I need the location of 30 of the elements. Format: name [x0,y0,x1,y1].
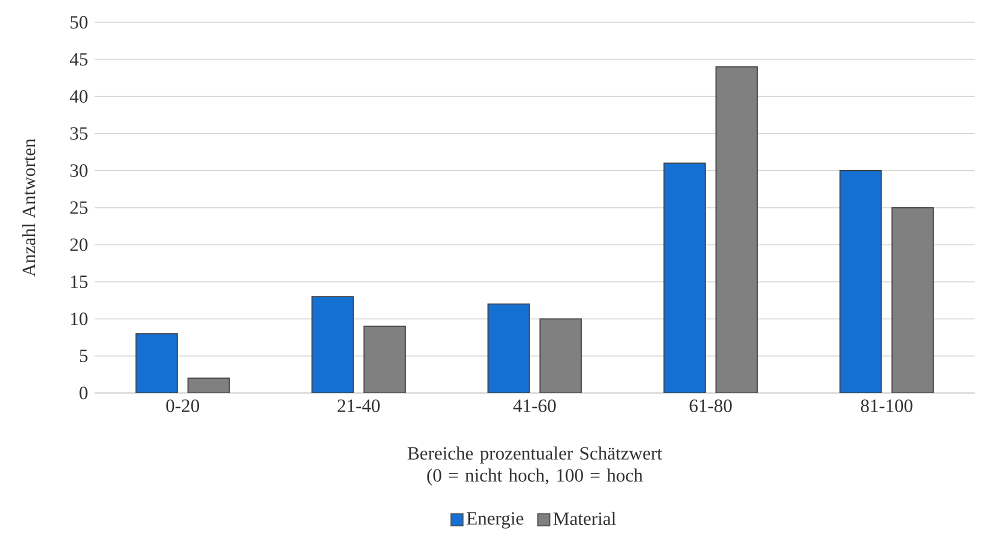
x-tick-label: 21-40 [338,399,380,412]
y-tick-label: 0 [80,386,88,400]
bar [715,66,758,393]
y-tick-label: 50 [70,16,88,29]
bar [891,207,934,393]
bar [487,303,530,393]
x-tick-label: 41-60 [513,399,556,412]
y-tick-label: 40 [70,90,88,103]
y-tick-label: 5 [80,350,88,362]
legend-label: Energie [466,512,524,529]
x-tick-label: 61-80 [690,399,732,412]
y-tick-label: 15 [71,276,88,288]
y-axis-title: Anzahl Antworten [22,138,36,277]
x-axis-title: Bereiche prozentualer Schätzwert (0 = nicht hoch, 100 = hoch [408,446,662,486]
x-tick-label: 0-20 [166,399,200,412]
y-tick-label: 35 [70,127,88,140]
y-tick-label: 20 [70,238,88,252]
bar [363,326,406,393]
legend-label: Material [554,512,616,526]
bar [311,296,354,393]
bar [135,333,178,393]
bar [663,162,706,393]
y-tick-label: 25 [70,201,88,214]
y-tick-label: 45 [70,53,88,66]
y-tick-label: 30 [70,164,88,177]
bar [539,318,582,393]
y-tick-label: 10 [71,312,88,326]
bar [187,378,230,393]
x-tick-label: 81-100 [860,399,912,412]
bar [839,170,882,393]
